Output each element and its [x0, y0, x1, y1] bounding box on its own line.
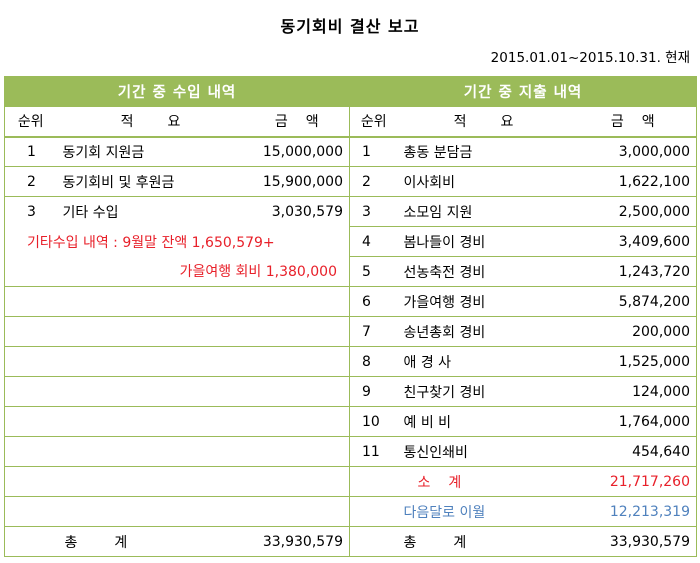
expense-carryover-label: 다음달로 이월 — [397, 496, 572, 527]
expense-total-amount: 33,930,579 — [571, 526, 697, 557]
expense-desc: 봄나들이 경비 — [397, 226, 572, 257]
column-header-row: 순위 적 요 금 액 순위 적 요 금 액 — [4, 106, 697, 138]
expense-desc: 예 비 비 — [397, 406, 572, 437]
expense-rank: 2 — [349, 166, 398, 197]
table-row: 가을여행 회비 1,380,000 5 선농축전 경비 1,243,720 — [4, 256, 697, 287]
expense-rank: 10 — [349, 406, 398, 437]
expense-amount: 124,000 — [571, 376, 697, 407]
report-period: 2015.01.01~2015.10.31. 현재 — [490, 50, 690, 66]
expense-total-label: 총 계 — [397, 526, 572, 557]
expense-desc: 선농축전 경비 — [397, 256, 572, 287]
income-desc: 기타 수입 — [62, 204, 119, 221]
expense-desc: 애 경 사 — [397, 346, 572, 377]
expense-desc: 친구찾기 경비 — [397, 376, 572, 407]
income-col-rank: 순위 — [4, 106, 57, 138]
expense-carryover-amount: 12,213,319 — [571, 496, 697, 527]
income-col-desc: 적 요 — [56, 106, 247, 138]
income-note-line2: 가을여행 회비 1,380,000 — [4, 256, 350, 287]
expense-rank: 7 — [349, 316, 398, 347]
expense-rank: 3 — [349, 196, 398, 227]
income-rank: 3 — [4, 196, 57, 227]
carryover-row: 다음달로 이월 12,213,319 — [4, 496, 697, 527]
section-header-row: 기간 중 수입 내역 기간 중 지출 내역 — [4, 76, 697, 107]
expense-subtotal-amount: 21,717,260 — [571, 466, 697, 497]
expense-amount: 454,640 — [571, 436, 697, 467]
income-rank: 1 — [4, 136, 57, 167]
expense-desc: 가을여행 경비 — [397, 286, 572, 317]
income-amount: 15,000,000 — [246, 136, 350, 167]
expense-header: 기간 중 지출 내역 — [349, 76, 697, 107]
table-row: 8 애 경 사 1,525,000 — [4, 346, 697, 377]
expense-amount: 1,764,000 — [571, 406, 697, 437]
income-header: 기간 중 수입 내역 — [4, 76, 350, 107]
expense-desc: 통신인쇄비 — [397, 436, 572, 467]
table-row: 기타수입 내역 : 9월말 잔액 1,650,579+ 4 봄나들이 경비 3,… — [4, 226, 697, 257]
table-row: 2 동기회비 및 후원금 15,900,000 2 이사회비 1,622,100 — [4, 166, 697, 197]
subtotal-row: 소 계 21,717,260 — [4, 466, 697, 497]
report-title: 동기회비 결산 보고 — [280, 17, 420, 36]
expense-subtotal-label: 소 계 — [397, 466, 572, 497]
income-desc: 동기회 지원금 — [56, 136, 247, 167]
income-total-label: 총 계 — [56, 526, 247, 557]
income-rank: 2 — [4, 166, 57, 197]
income-amount: 3,030,579 — [246, 196, 350, 227]
expense-amount: 1,525,000 — [571, 346, 697, 377]
expense-desc: 송년총회 경비 — [397, 316, 572, 347]
expense-rank: 9 — [349, 376, 398, 407]
settlement-table: 기간 중 수입 내역 기간 중 지출 내역 순위 적 요 금 액 순위 적 요 … — [4, 76, 697, 557]
table-row: 1 동기회 지원금 15,000,000 1 총동 분담금 3,000,000 — [4, 136, 697, 167]
expense-rank: 5 — [349, 256, 398, 287]
expense-amount: 3,000,000 — [571, 136, 697, 167]
expense-col-rank: 순위 — [349, 106, 398, 138]
expense-rank: 4 — [349, 226, 398, 257]
table-row: 7 송년총회 경비 200,000 — [4, 316, 697, 347]
expense-amount: 3,409,600 — [571, 226, 697, 257]
expense-rank: 8 — [349, 346, 398, 377]
table-row: 9 친구찾기 경비 124,000 — [4, 376, 697, 407]
expense-rank: 6 — [349, 286, 398, 317]
expense-col-desc: 적 요 — [397, 106, 572, 138]
table-row: 6 가을여행 경비 5,874,200 — [4, 286, 697, 317]
expense-desc: 총동 분담금 — [397, 136, 572, 167]
expense-amount: 200,000 — [571, 316, 697, 347]
income-desc: 동기회비 및 후원금 — [56, 166, 247, 197]
expense-rank: 11 — [349, 436, 398, 467]
total-row: 총 계 33,930,579 총 계 33,930,579 — [4, 526, 697, 557]
expense-desc: 이사회비 — [397, 166, 572, 197]
expense-amount: 1,622,100 — [571, 166, 697, 197]
income-total-amount: 33,930,579 — [246, 526, 350, 557]
table-row: 3 기타 수입 3,030,579 3 소모임 지원 2,500,000 — [4, 196, 697, 227]
expense-amount: 2,500,000 — [571, 196, 697, 227]
table-row: 10 예 비 비 1,764,000 — [4, 406, 697, 437]
expense-amount: 5,874,200 — [571, 286, 697, 317]
expense-rank: 1 — [349, 136, 398, 167]
expense-amount: 1,243,720 — [571, 256, 697, 287]
expense-col-amount: 금 액 — [571, 106, 697, 138]
income-col-amount: 금 액 — [246, 106, 350, 138]
income-amount: 15,900,000 — [246, 166, 350, 197]
expense-desc: 소모임 지원 — [397, 196, 572, 227]
table-row: 11 통신인쇄비 454,640 — [4, 436, 697, 467]
income-note-line1: 기타수입 내역 : 9월말 잔액 1,650,579+ — [4, 226, 350, 257]
